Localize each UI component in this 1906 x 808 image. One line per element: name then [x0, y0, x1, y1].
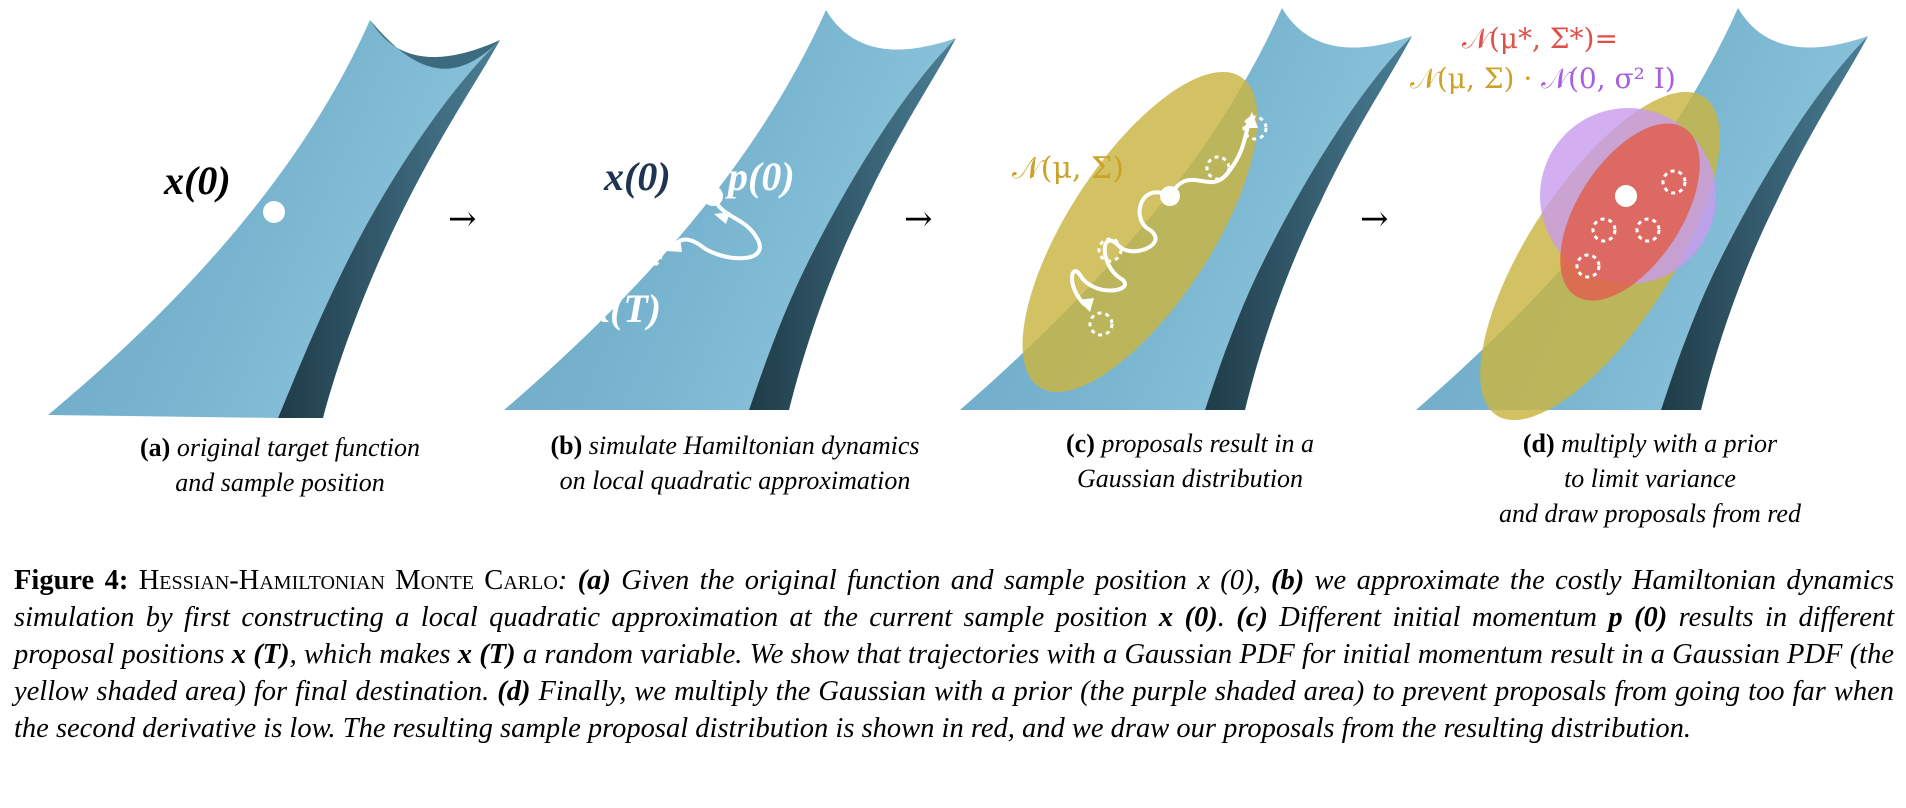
panel-d-line3: and draw proposals from red	[1499, 499, 1801, 528]
sample-point-a	[263, 201, 285, 223]
proposal-point-d4	[1575, 253, 1601, 279]
arrow-a-b: →	[448, 199, 477, 239]
caption-figure-label: Figure 4:	[14, 565, 129, 596]
panel-d-line2: to limit variance	[1564, 464, 1736, 493]
arrowhead-b1	[714, 212, 730, 224]
label-x0-a: x(0)	[163, 158, 231, 203]
panel-label-d: (d) multiply with a prior to limit varia…	[1460, 426, 1840, 531]
label-xT-b: x(T)	[589, 286, 661, 331]
caption-title: Hessian-Hamiltonian Monte Carlo	[138, 565, 558, 596]
panel-d-line1: multiply with a prior	[1561, 429, 1778, 458]
trajectory-b	[668, 195, 762, 261]
arrow-b-c: →	[904, 199, 933, 239]
label-gaussian-c: 𝒩(μ, Σ)	[1012, 151, 1124, 186]
sample-point-d	[1615, 185, 1637, 207]
label-posterior-line1: 𝒩(μ*, Σ*)=	[1462, 22, 1618, 55]
proposal-point-d2	[1591, 217, 1617, 243]
proposal-point-b	[637, 242, 663, 268]
arrowhead-b2	[666, 238, 682, 252]
label-p0-b: p(0)	[725, 154, 795, 199]
caption-c: (c)	[1236, 602, 1268, 633]
label-posterior-prior: 𝒩(0, σ² I)	[1541, 62, 1676, 95]
panel-b-line1: simulate Hamiltonian dynamics	[588, 431, 920, 460]
panel-c-line1: proposals result in a	[1101, 429, 1314, 458]
arrowhead-c1	[1244, 112, 1258, 128]
panel-a-line2: and sample position	[175, 468, 385, 497]
surface-panel-b	[504, 10, 956, 410]
panel-b-line2: on local quadratic approximation	[559, 466, 911, 495]
caption-b: (b)	[1270, 565, 1305, 596]
panel-label-a: (a) original target function and sample …	[100, 430, 460, 500]
label-posterior-line2: 𝒩(μ, Σ) · 𝒩(0, σ² I)	[1410, 62, 1676, 95]
proposal-point-c3	[1097, 237, 1123, 263]
proposal-point-d1	[1661, 169, 1687, 195]
arrowhead-c2	[1078, 298, 1094, 312]
panel-label-b: (b) simulate Hamiltonian dynamics on loc…	[520, 428, 950, 498]
gaussian-ellipse-c	[1022, 71, 1258, 393]
caption-a: (a)	[577, 565, 611, 596]
proposal-point-c1	[1242, 115, 1268, 141]
panel-a-line1: original target function	[176, 433, 420, 462]
proposal-point-c4	[1088, 311, 1114, 337]
arrow-c-d: →	[1360, 199, 1389, 239]
figure-caption: Figure 4: Hessian-Hamiltonian Monte Carl…	[14, 565, 1895, 744]
caption-d: (d)	[497, 676, 531, 707]
label-x0-b: x(0)	[603, 154, 671, 199]
figure-illustration: x(0) → → → x(0) p(0) x(T) 𝒩(μ, Σ) 𝒩(μ*, …	[48, 8, 1868, 421]
panel-label-c: (c) proposals result in a Gaussian distr…	[1010, 426, 1370, 496]
label-posterior-gaussian: 𝒩(μ, Σ) ·	[1410, 62, 1541, 95]
panel-c-line2: Gaussian distribution	[1076, 464, 1304, 493]
proposal-point-c2	[1205, 155, 1231, 181]
proposal-point-d3	[1635, 217, 1661, 243]
